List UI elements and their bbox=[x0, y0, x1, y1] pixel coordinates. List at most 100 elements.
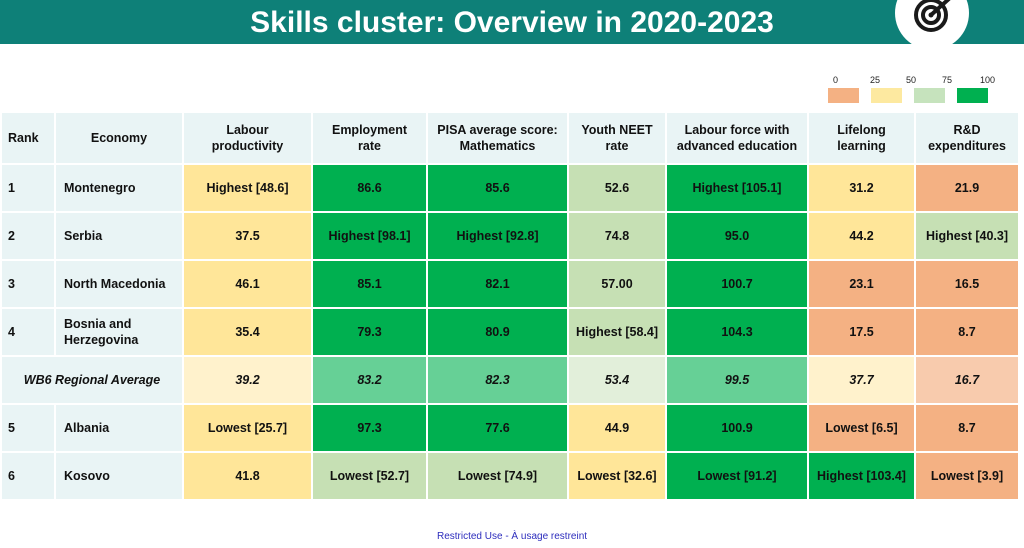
cell-value: 82.3 bbox=[485, 373, 510, 387]
column-header: Youth NEET rate bbox=[569, 113, 667, 165]
column-header: R&D expenditures bbox=[916, 113, 1020, 165]
cell-value: 17.5 bbox=[849, 325, 874, 339]
table-row: 1 Montenegro Highest [48.6] 86.6 85.6 52.6 Hig… bbox=[2, 165, 1020, 213]
rank-cell: 5 bbox=[2, 405, 56, 453]
cell-value: Highest [92.8] bbox=[456, 229, 539, 243]
economy-name: Kosovo bbox=[56, 453, 184, 501]
cell-value: 23.1 bbox=[849, 277, 874, 291]
value-cell: Highest [40.3] bbox=[916, 213, 1020, 261]
value-cell: Highest [98.1] bbox=[313, 213, 428, 261]
cell-value: 8.7 bbox=[958, 421, 976, 435]
cell-value: Highest [98.1] bbox=[328, 229, 411, 243]
value-cell: 100.9 bbox=[667, 405, 809, 453]
value-cell: 23.1 bbox=[809, 261, 916, 309]
value-cell: 35.4 bbox=[184, 309, 313, 357]
cell-value: 44.2 bbox=[849, 229, 874, 243]
value-cell: Highest [105.1] bbox=[667, 165, 809, 213]
column-header: Employment rate bbox=[313, 113, 428, 165]
cell-value: 37.5 bbox=[235, 229, 260, 243]
economy-name: Serbia bbox=[56, 213, 184, 261]
value-cell: 16.5 bbox=[916, 261, 1020, 309]
cell-value: Highest [48.6] bbox=[206, 181, 289, 195]
cell-value: 85.6 bbox=[485, 181, 510, 195]
value-cell: 8.7 bbox=[916, 405, 1020, 453]
value-cell: 57.00 bbox=[569, 261, 667, 309]
cell-value: 74.8 bbox=[604, 229, 630, 243]
rank-cell: 3 bbox=[2, 261, 56, 309]
value-cell: Highest [58.4] bbox=[569, 309, 667, 357]
value-cell: Highest [103.4] bbox=[809, 453, 916, 501]
page-title: Skills cluster: Overview in 2020-2023 bbox=[250, 6, 774, 39]
header-row: Rank Economy Labour productivity Employm… bbox=[2, 113, 1020, 165]
table-row: 2 Serbia 37.5 Highest [98.1] Highest [92.8] 7… bbox=[2, 213, 1020, 261]
rank-cell: 2 bbox=[2, 213, 56, 261]
cell-value: 41.8 bbox=[235, 469, 260, 483]
value-cell: 39.2 bbox=[184, 357, 313, 405]
column-header: PISA average score: Mathematics bbox=[428, 113, 569, 165]
color-legend: 0 25 50 75 100 bbox=[828, 75, 998, 105]
cell-value: 57.00 bbox=[601, 277, 633, 291]
value-cell: 95.0 bbox=[667, 213, 809, 261]
value-cell: 46.1 bbox=[184, 261, 313, 309]
cell-value: 95.0 bbox=[724, 229, 750, 243]
value-cell: 8.7 bbox=[916, 309, 1020, 357]
column-header: Lifelong learning bbox=[809, 113, 916, 165]
value-cell: 31.2 bbox=[809, 165, 916, 213]
legend-swatch bbox=[957, 88, 988, 103]
economy-name: Montenegro bbox=[56, 165, 184, 213]
cell-value: 79.3 bbox=[357, 325, 382, 339]
cell-value: Highest [58.4] bbox=[576, 325, 658, 339]
value-cell: 83.2 bbox=[313, 357, 428, 405]
title-bar bbox=[0, 0, 1024, 44]
cell-value: 39.2 bbox=[235, 373, 260, 387]
cell-value: 99.5 bbox=[724, 373, 750, 387]
cell-value: 52.6 bbox=[604, 181, 630, 195]
value-cell: 16.7 bbox=[916, 357, 1020, 405]
cell-value: 82.1 bbox=[485, 277, 510, 291]
value-cell: 99.5 bbox=[667, 357, 809, 405]
cell-value: 16.5 bbox=[954, 277, 980, 291]
cell-value: 53.4 bbox=[604, 373, 630, 387]
economy-name: Bosnia and Herzegovina bbox=[56, 309, 184, 357]
cell-value: 21.9 bbox=[954, 181, 980, 195]
cell-value: 77.6 bbox=[485, 421, 510, 435]
value-cell: 77.6 bbox=[428, 405, 569, 453]
cell-value: 35.4 bbox=[235, 325, 260, 339]
value-cell: 21.9 bbox=[916, 165, 1020, 213]
value-cell: Lowest [91.2] bbox=[667, 453, 809, 501]
cell-value: Lowest [32.6] bbox=[577, 469, 657, 483]
column-header-rank: Rank bbox=[2, 113, 56, 165]
cell-value: 100.9 bbox=[721, 421, 753, 435]
skills-table: Rank Economy Labour productivity Employm… bbox=[2, 113, 1020, 501]
legend-tick: 100 bbox=[980, 75, 996, 85]
value-cell: 41.8 bbox=[184, 453, 313, 501]
value-cell: Highest [48.6] bbox=[184, 165, 313, 213]
economy-name: North Macedonia bbox=[56, 261, 184, 309]
cell-value: 83.2 bbox=[357, 373, 382, 387]
column-header-economy: Economy bbox=[56, 113, 184, 165]
target-icon bbox=[914, 0, 951, 32]
cell-value: Highest [40.3] bbox=[926, 229, 1008, 243]
cell-value: 31.2 bbox=[849, 181, 874, 195]
value-cell: 100.7 bbox=[667, 261, 809, 309]
value-cell: 86.6 bbox=[313, 165, 428, 213]
column-header: Labour productivity bbox=[184, 113, 313, 165]
cell-value: Lowest [6.5] bbox=[825, 421, 898, 435]
value-cell: 37.7 bbox=[809, 357, 916, 405]
value-cell: 79.3 bbox=[313, 309, 428, 357]
cell-value: 104.3 bbox=[721, 325, 753, 339]
target-logo bbox=[895, 0, 969, 50]
cell-value: 85.1 bbox=[357, 277, 382, 291]
cell-value: Highest [105.1] bbox=[692, 181, 782, 195]
table-row: 4 Bosnia and Herzegovina 35.4 79.3 80.9 Highe… bbox=[2, 309, 1020, 357]
cell-value: Lowest [25.7] bbox=[207, 421, 288, 435]
rank-cell: 6 bbox=[2, 453, 56, 501]
cell-value: Lowest [52.7] bbox=[329, 469, 410, 483]
table-row: 5 Albania Lowest [25.7] 97.3 77.6 44.9 100.9 Lo… bbox=[2, 405, 1020, 453]
cell-value: 86.6 bbox=[357, 181, 382, 195]
value-cell: 74.8 bbox=[569, 213, 667, 261]
economy-name: Albania bbox=[56, 405, 184, 453]
legend-swatch bbox=[914, 88, 945, 103]
value-cell: Highest [92.8] bbox=[428, 213, 569, 261]
value-cell: 85.6 bbox=[428, 165, 569, 213]
